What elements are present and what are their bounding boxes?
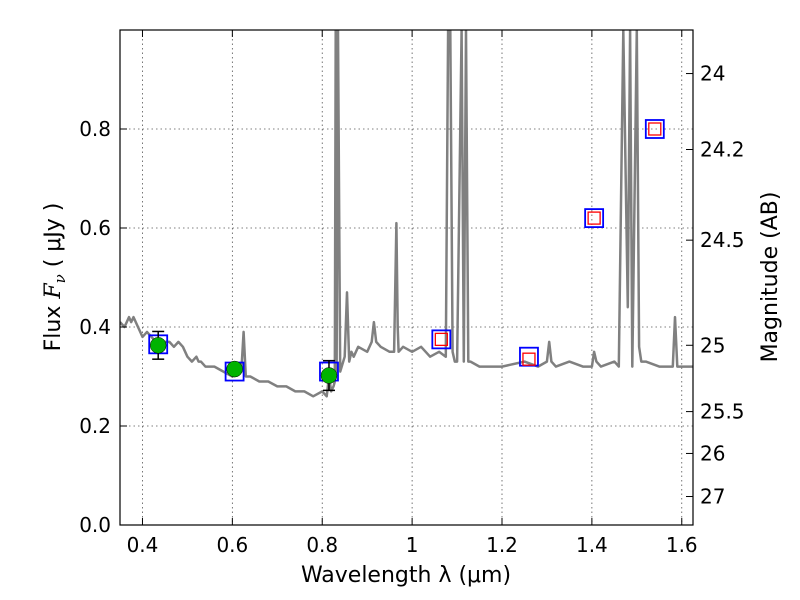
upper-limit-marker xyxy=(648,122,662,136)
x-tick-label: 0.6 xyxy=(216,533,248,557)
x-axis-label: Wavelength λ (μm) xyxy=(301,563,511,588)
y-tick-label: 0.8 xyxy=(79,117,111,141)
plot-area xyxy=(120,30,693,398)
y-axis-label: Flux Fν ( μJy ) xyxy=(41,203,69,352)
x-tick-label: 1.2 xyxy=(486,533,518,557)
y2-tick-label: 25.5 xyxy=(700,400,745,424)
observed-flux-point xyxy=(226,360,243,378)
x-tick-label: 0.8 xyxy=(306,533,338,557)
y2-axis-label: Magnitude (AB) xyxy=(758,192,783,363)
upper-limit-marker xyxy=(434,332,448,347)
x-tick-label: 1.6 xyxy=(666,533,698,557)
y2-tick-label: 25 xyxy=(700,333,725,357)
axis-ticks: 0.4 0.6 0.8 1 1.2 1.4 1.6 0.0 0.2 0.4 0.6 0.8 24 24.2… xyxy=(79,30,745,557)
upper-limit-marker xyxy=(522,352,536,366)
y-tick-label: 0.0 xyxy=(79,513,111,537)
y-tick-label: 0.4 xyxy=(79,315,111,339)
x-tick-label: 1 xyxy=(406,533,419,557)
upper-limit-marker xyxy=(587,211,601,225)
observed-flux-point xyxy=(320,367,338,384)
model-flux-marker xyxy=(644,119,665,139)
plot-frame xyxy=(119,29,694,526)
y2-tick-label: 24 xyxy=(700,62,725,86)
y-tick-label: 0.2 xyxy=(79,414,111,438)
x-tick-label: 1.4 xyxy=(576,533,608,557)
y2-tick-label: 26 xyxy=(700,441,725,465)
y2-tick-label: 24.5 xyxy=(700,228,745,252)
sed-model-line xyxy=(120,30,693,398)
x-tick-label: 0.4 xyxy=(127,533,159,557)
y2-tick-label: 27 xyxy=(700,485,725,509)
observed-flux-point xyxy=(149,337,167,354)
model-flux-marker xyxy=(584,208,605,229)
grid xyxy=(120,30,693,526)
y-tick-label: 0.6 xyxy=(79,216,111,240)
y2-tick-label: 24.2 xyxy=(700,138,745,162)
model-flux-marker xyxy=(431,329,452,350)
